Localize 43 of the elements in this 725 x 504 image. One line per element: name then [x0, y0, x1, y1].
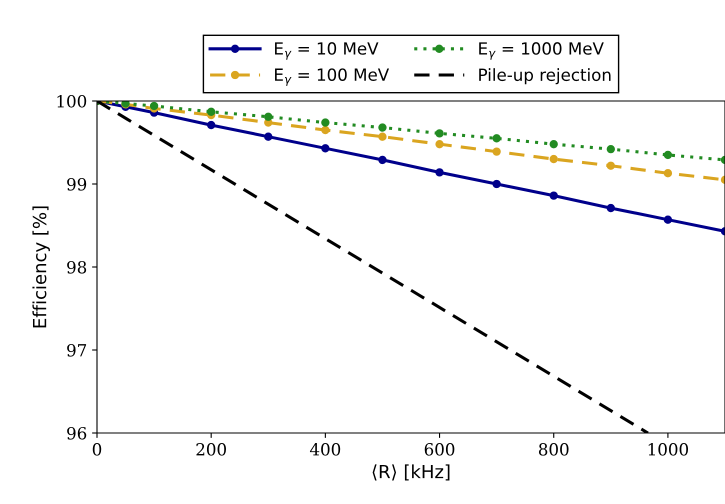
point — [664, 150, 672, 160]
point — [321, 118, 330, 127]
x-tick-label: 400 — [310, 443, 340, 456]
point — [550, 191, 558, 200]
y-tick-label: 96 — [67, 426, 86, 440]
point — [435, 129, 444, 138]
y-tick-label: 99 — [67, 178, 86, 191]
point — [207, 120, 216, 130]
y-tick-label: 98 — [67, 260, 86, 274]
point — [492, 180, 501, 188]
point — [606, 204, 615, 212]
point — [550, 154, 558, 164]
x-tick-label: 800 — [538, 443, 569, 456]
point — [207, 108, 216, 116]
point — [550, 140, 558, 148]
y-tick-label: 97 — [67, 344, 86, 357]
point — [435, 168, 444, 177]
x-axis-title: ⟨R⟩ [kHz] — [372, 464, 450, 481]
point — [264, 112, 272, 121]
point — [606, 162, 615, 170]
point — [378, 123, 387, 132]
point — [606, 144, 615, 154]
x-tick-label: 1000 — [648, 443, 688, 456]
point — [321, 144, 330, 152]
x-tick-label: 600 — [424, 443, 454, 456]
point — [492, 134, 501, 143]
point — [664, 169, 672, 178]
point — [664, 216, 672, 224]
legend-label: Pile-up rejection — [479, 68, 611, 84]
y-tick-label: 100 — [58, 94, 86, 108]
legend-label: E$_{γ}$ = 10 MeV — [275, 42, 378, 60]
point — [150, 102, 158, 110]
x-tick-label: 0 — [92, 443, 102, 456]
legend-label: E$_{γ}$ = 1000 MeV — [479, 42, 604, 60]
point — [492, 147, 501, 156]
y-axis-title: Efficiency [%] — [32, 206, 50, 328]
point — [435, 140, 444, 148]
x-tick-label: 200 — [196, 443, 226, 456]
legend-label: E$_{γ}$ = 100 MeV — [275, 68, 390, 86]
point — [378, 156, 387, 164]
point — [378, 132, 387, 141]
point — [264, 132, 272, 141]
point — [321, 126, 330, 134]
